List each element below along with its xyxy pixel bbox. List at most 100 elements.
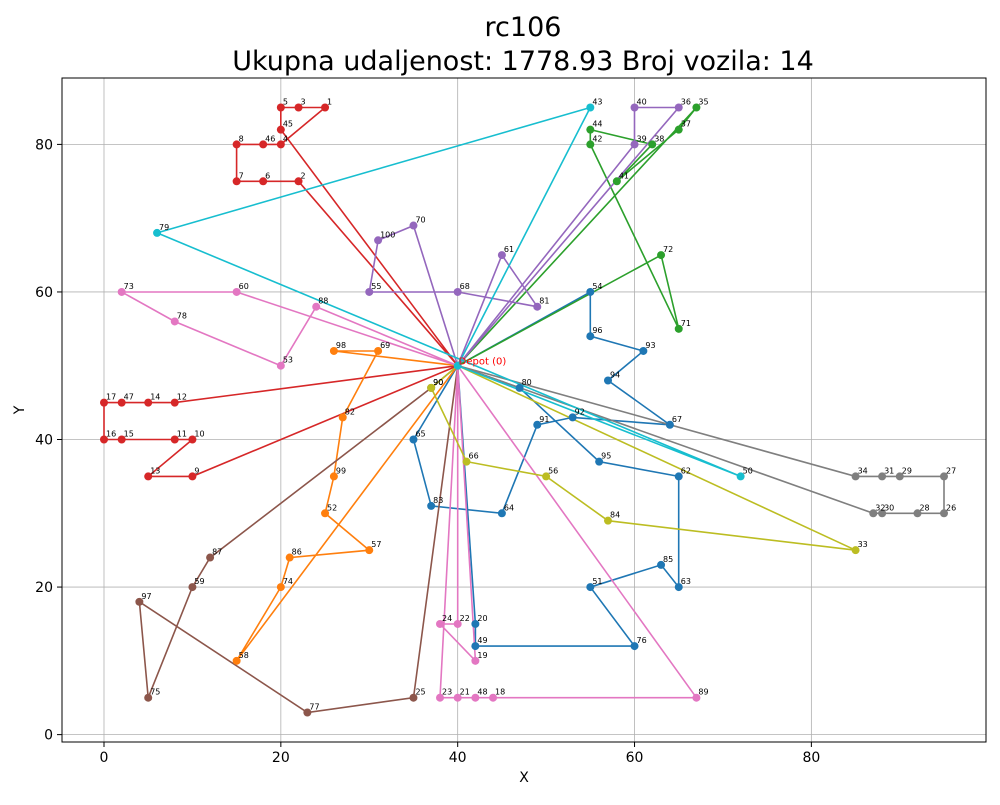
customer-point bbox=[409, 435, 418, 444]
customer-label: 72 bbox=[663, 245, 673, 254]
customer-label: 86 bbox=[292, 548, 302, 557]
customer-point bbox=[285, 553, 294, 562]
customer-point bbox=[188, 472, 197, 481]
customer-point bbox=[913, 509, 922, 518]
chart-title: rc106 bbox=[485, 12, 562, 43]
customer-point bbox=[427, 501, 436, 510]
customer-label: 96 bbox=[592, 326, 602, 335]
customer-point bbox=[144, 693, 153, 702]
customer-label: 16 bbox=[106, 430, 116, 439]
x-tick-label: 60 bbox=[626, 750, 644, 766]
customer-point bbox=[365, 287, 374, 296]
customer-label: 80 bbox=[522, 378, 532, 387]
customer-point bbox=[259, 140, 268, 149]
customer-point bbox=[338, 413, 347, 422]
customer-label: 73 bbox=[124, 282, 134, 291]
customer-label: 7 bbox=[239, 171, 244, 180]
customer-point bbox=[144, 472, 153, 481]
customer-label: 15 bbox=[124, 430, 134, 439]
chart-subtitle: Ukupna udaljenost: 1778.93 Broj vozila: … bbox=[232, 46, 814, 77]
customer-label: 48 bbox=[477, 688, 487, 697]
customer-point bbox=[453, 287, 462, 296]
customer-point bbox=[586, 140, 595, 149]
customer-label: 29 bbox=[902, 466, 912, 475]
customer-point bbox=[497, 509, 506, 518]
y-tick-label: 40 bbox=[35, 433, 53, 449]
customer-label: 74 bbox=[283, 577, 293, 586]
customer-label: 3 bbox=[301, 98, 306, 107]
customer-label: 12 bbox=[177, 393, 187, 402]
customer-point bbox=[100, 435, 108, 444]
customer-point bbox=[586, 287, 595, 296]
point-layer bbox=[100, 103, 948, 717]
customer-point bbox=[232, 287, 241, 296]
customer-point bbox=[586, 125, 595, 134]
customer-point bbox=[471, 656, 480, 665]
customer-point bbox=[117, 435, 126, 444]
customer-point bbox=[895, 472, 904, 481]
customer-label: 8 bbox=[239, 134, 244, 143]
customer-label: 39 bbox=[637, 134, 647, 143]
customer-point bbox=[365, 546, 374, 555]
customer-point bbox=[453, 619, 462, 628]
customer-label: 34 bbox=[858, 466, 868, 475]
y-tick-label: 60 bbox=[35, 285, 53, 301]
customer-point bbox=[471, 693, 480, 702]
customer-point bbox=[736, 472, 745, 481]
customer-label: 68 bbox=[460, 282, 470, 291]
customer-label: 47 bbox=[124, 393, 134, 402]
customer-label: 59 bbox=[194, 577, 204, 586]
customer-label: 50 bbox=[743, 466, 753, 475]
customer-point bbox=[427, 383, 436, 392]
customer-label: 63 bbox=[681, 577, 691, 586]
customer-label: 20 bbox=[477, 614, 487, 623]
customer-point bbox=[674, 583, 683, 592]
customer-label: 33 bbox=[858, 540, 868, 549]
customer-label: 10 bbox=[194, 430, 204, 439]
customer-point bbox=[630, 140, 639, 149]
x-tick-label: 0 bbox=[100, 750, 109, 766]
customer-label: 75 bbox=[150, 688, 160, 697]
customer-point bbox=[471, 642, 480, 651]
customer-point bbox=[374, 346, 383, 355]
customer-label: 93 bbox=[645, 341, 655, 350]
customer-point bbox=[533, 302, 542, 311]
route-line bbox=[457, 364, 945, 515]
customer-point bbox=[612, 177, 621, 186]
customer-point bbox=[374, 236, 383, 245]
customer-point bbox=[604, 376, 612, 385]
customer-point bbox=[604, 516, 612, 525]
customer-label: 95 bbox=[601, 452, 611, 461]
y-tick-label: 0 bbox=[44, 728, 53, 744]
plot-frame bbox=[61, 77, 987, 743]
customer-label: 26 bbox=[946, 503, 956, 512]
customer-point bbox=[232, 140, 241, 149]
route-line bbox=[412, 290, 673, 515]
customer-point bbox=[144, 398, 153, 407]
customer-label: 14 bbox=[150, 393, 160, 402]
customer-label: 79 bbox=[159, 223, 169, 232]
customer-point bbox=[276, 125, 285, 134]
customer-point bbox=[489, 693, 498, 702]
customer-label: 17 bbox=[106, 393, 116, 402]
customer-label: 57 bbox=[371, 540, 381, 549]
customer-point bbox=[188, 435, 197, 444]
customer-label: 27 bbox=[946, 466, 956, 475]
customer-label: 98 bbox=[336, 341, 346, 350]
customer-label: 25 bbox=[415, 688, 425, 697]
customer-label: 88 bbox=[318, 297, 328, 306]
customer-point bbox=[568, 413, 577, 422]
customer-label: 6 bbox=[265, 171, 270, 180]
customer-point bbox=[153, 228, 162, 237]
customer-label: 90 bbox=[433, 378, 443, 387]
customer-label: 83 bbox=[433, 496, 443, 505]
depot-label: Depot (0) bbox=[459, 357, 507, 368]
tick-layer: 0 20 40 60 80 0 20 40 60 80 bbox=[35, 137, 820, 766]
customer-point bbox=[276, 361, 285, 370]
customer-point bbox=[232, 177, 241, 186]
depot-point bbox=[453, 361, 462, 370]
customer-label: 1 bbox=[327, 98, 332, 107]
customer-point bbox=[312, 302, 321, 311]
